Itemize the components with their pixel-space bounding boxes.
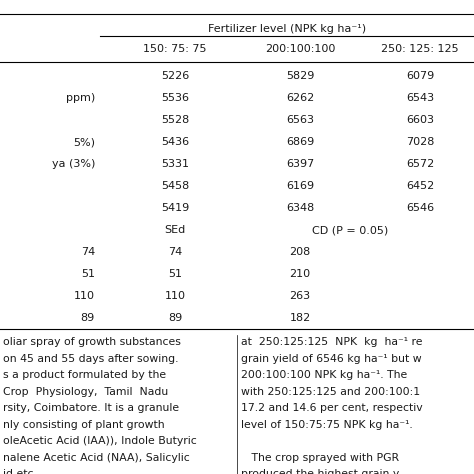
Text: 6348: 6348: [286, 203, 314, 213]
Text: SEd: SEd: [164, 225, 186, 235]
Text: 5436: 5436: [161, 137, 189, 147]
Text: s a product formulated by the: s a product formulated by the: [3, 370, 166, 380]
Text: oliar spray of growth substances: oliar spray of growth substances: [3, 337, 181, 347]
Text: 6169: 6169: [286, 181, 314, 191]
Text: 74: 74: [168, 247, 182, 257]
Text: CD (P = 0.05): CD (P = 0.05): [312, 225, 388, 235]
Text: ppm): ppm): [66, 93, 95, 103]
Text: 7028: 7028: [406, 137, 434, 147]
Text: 5%): 5%): [73, 137, 95, 147]
Text: 6452: 6452: [406, 181, 434, 191]
Text: 263: 263: [290, 292, 310, 301]
Text: 6563: 6563: [286, 115, 314, 125]
Text: 208: 208: [289, 247, 310, 257]
Text: 210: 210: [290, 269, 310, 279]
Text: nly consisting of plant growth: nly consisting of plant growth: [3, 420, 164, 430]
Text: 182: 182: [289, 313, 310, 323]
Text: 150: 75: 75: 150: 75: 75: [143, 44, 207, 54]
Text: 17.2 and 14.6 per cent, respectiv: 17.2 and 14.6 per cent, respectiv: [241, 403, 423, 413]
Text: 6262: 6262: [286, 93, 314, 103]
Text: 5419: 5419: [161, 203, 189, 213]
Text: 6572: 6572: [406, 159, 434, 169]
Text: 5829: 5829: [286, 71, 314, 82]
Text: 6546: 6546: [406, 203, 434, 213]
Text: 5331: 5331: [161, 159, 189, 169]
Text: 5536: 5536: [161, 93, 189, 103]
Text: 51: 51: [81, 269, 95, 279]
Text: 6079: 6079: [406, 71, 434, 82]
Text: nalene Acetic Acid (NAA), Salicylic: nalene Acetic Acid (NAA), Salicylic: [3, 453, 190, 463]
Text: 200:100:100 NPK kg ha⁻¹. The: 200:100:100 NPK kg ha⁻¹. The: [241, 370, 407, 380]
Text: 110: 110: [164, 292, 185, 301]
Text: ya (3%): ya (3%): [52, 159, 95, 169]
Text: 5458: 5458: [161, 181, 189, 191]
Text: 89: 89: [81, 313, 95, 323]
Text: level of 150:75:75 NPK kg ha⁻¹.: level of 150:75:75 NPK kg ha⁻¹.: [241, 420, 413, 430]
Text: The crop sprayed with PGR: The crop sprayed with PGR: [241, 453, 399, 463]
Text: with 250:125:125 and 200:100:1: with 250:125:125 and 200:100:1: [241, 387, 420, 397]
Text: on 45 and 55 days after sowing.: on 45 and 55 days after sowing.: [3, 354, 179, 364]
Text: 110: 110: [74, 292, 95, 301]
Text: grain yield of 6546 kg ha⁻¹ but w: grain yield of 6546 kg ha⁻¹ but w: [241, 354, 422, 364]
Text: 6603: 6603: [406, 115, 434, 125]
Text: Crop  Physiology,  Tamil  Nadu: Crop Physiology, Tamil Nadu: [3, 387, 168, 397]
Text: 5528: 5528: [161, 115, 189, 125]
Text: 89: 89: [168, 313, 182, 323]
Text: 6869: 6869: [286, 137, 314, 147]
Text: 5226: 5226: [161, 71, 189, 82]
Text: 51: 51: [168, 269, 182, 279]
Text: id etc,: id etc,: [3, 469, 37, 474]
Text: Fertilizer level (NPK kg ha⁻¹): Fertilizer level (NPK kg ha⁻¹): [208, 24, 366, 34]
Text: 250: 125: 125: 250: 125: 125: [381, 44, 459, 54]
Text: 74: 74: [81, 247, 95, 257]
Text: 200:100:100: 200:100:100: [265, 44, 335, 54]
Text: produced the highest grain y: produced the highest grain y: [241, 469, 399, 474]
Text: 6543: 6543: [406, 93, 434, 103]
Text: oleAcetic Acid (IAA)), Indole Butyric: oleAcetic Acid (IAA)), Indole Butyric: [3, 436, 197, 447]
Text: rsity, Coimbatore. It is a granule: rsity, Coimbatore. It is a granule: [3, 403, 179, 413]
Text: at  250:125:125  NPK  kg  ha⁻¹ re: at 250:125:125 NPK kg ha⁻¹ re: [241, 337, 422, 347]
Text: 6397: 6397: [286, 159, 314, 169]
